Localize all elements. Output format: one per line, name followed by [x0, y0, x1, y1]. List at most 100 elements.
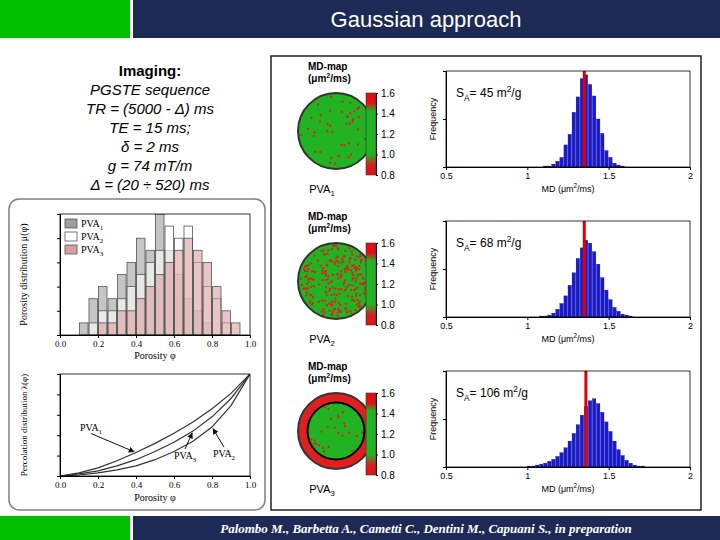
map-speck: [352, 450, 354, 452]
tick-mark: [443, 269, 446, 270]
map-image: [298, 93, 374, 169]
y-axis-title: Porosity distribution μ(φ): [18, 223, 30, 325]
tick: 0.0: [55, 476, 67, 490]
map-speck: [332, 304, 334, 306]
map-speck: [338, 288, 340, 290]
map-speck: [345, 269, 347, 271]
axis: 0.81.01.21.41.6: [376, 388, 395, 481]
bar: [609, 300, 612, 317]
x-axis-title: MD (μm2/ms): [541, 482, 594, 494]
tick: 1.5: [603, 467, 616, 481]
md-histogram: 0.511.52MD (μm2/ms)FrequencySA= 68 m2/g: [428, 221, 693, 344]
color-bar: [366, 243, 376, 325]
bar: [165, 262, 174, 335]
axis: 0.81.01.21.41.6: [376, 88, 395, 181]
map-speck: [321, 270, 323, 272]
text-part: /g: [511, 236, 521, 250]
map-speck: [347, 115, 349, 117]
bar: [540, 464, 543, 467]
tick-label: 2: [688, 471, 693, 481]
tick: 1.0: [376, 449, 395, 460]
map-title: (μm2/ms): [308, 222, 351, 234]
map-speck: [310, 277, 312, 279]
map-speck: [313, 271, 315, 273]
y-axis-title: Frequency: [428, 397, 438, 440]
text-part: = 106 m: [470, 386, 514, 400]
tick-mark: [609, 167, 610, 170]
map-speck: [304, 266, 306, 268]
tick-mark: [376, 434, 378, 435]
map-speck: [351, 251, 353, 253]
map-speck: [345, 303, 347, 305]
axis: 0.81.01.21.41.6: [376, 238, 395, 331]
map-speck: [343, 423, 345, 425]
bar: [601, 278, 604, 317]
tick-mark: [443, 317, 446, 318]
bar: [572, 112, 575, 167]
axis-line: [447, 318, 691, 321]
axis-line: [447, 468, 691, 471]
map-speck: [350, 154, 352, 156]
map-speck: [310, 438, 312, 440]
map-speck: [326, 304, 328, 306]
tick-label: 0.6: [169, 480, 181, 490]
tick: [443, 71, 446, 72]
map-speck: [353, 289, 355, 291]
bars: [80, 214, 241, 335]
map-speck: [337, 273, 339, 275]
map-speck: [318, 444, 320, 446]
map-speck: [356, 255, 358, 257]
tick: [443, 317, 446, 318]
tick-mark: [136, 476, 137, 479]
bar: [89, 323, 98, 335]
bar: [564, 448, 567, 467]
tick-mark: [250, 476, 251, 479]
bar: [156, 250, 165, 335]
bar: [576, 425, 579, 467]
tick-mark: [443, 221, 446, 222]
bar: [156, 214, 165, 335]
tick-label: 1: [525, 471, 530, 481]
map-speck: [325, 292, 327, 294]
map-speck: [356, 304, 358, 306]
tick: 0.6: [169, 476, 181, 490]
tick-mark: [376, 175, 378, 176]
map-speck: [330, 96, 332, 98]
map-speck: [363, 282, 365, 284]
map-speck: [322, 279, 324, 281]
axis: 0.00.20.40.60.81.0: [55, 476, 257, 490]
bar: [552, 313, 555, 317]
bar: [118, 275, 127, 336]
map-speck: [344, 250, 346, 252]
tick-label: 1.0: [381, 449, 395, 460]
map-speck: [338, 417, 340, 419]
tick: 0.2: [93, 476, 104, 490]
tick: 1.2: [376, 129, 395, 140]
text-part: MD (μm: [541, 334, 573, 344]
map-speck: [337, 309, 339, 311]
bar: [609, 157, 612, 167]
tick-mark: [376, 114, 378, 115]
map-speck: [358, 268, 360, 270]
tick-label: 2: [688, 321, 693, 331]
bar: [588, 84, 591, 167]
text-part: 3: [193, 456, 197, 464]
map-speck: [320, 250, 322, 252]
map-speck: [356, 267, 358, 269]
map-speck: [353, 264, 355, 266]
tick: 1.2: [376, 429, 395, 440]
tick: 2: [688, 167, 693, 181]
annotation: SA= 68 m2/g: [456, 234, 521, 252]
map-speck: [315, 443, 317, 445]
tick-label: 1.4: [381, 108, 395, 119]
map-speck: [333, 245, 335, 247]
curve-arrow: [185, 433, 192, 449]
bar: [588, 401, 591, 467]
tick-mark: [57, 335, 60, 336]
tick: 0.5: [440, 167, 453, 181]
map-speck: [322, 447, 324, 449]
tick: 1.0: [245, 476, 257, 490]
axis-line: [377, 94, 379, 176]
map-speck: [344, 308, 346, 310]
map-speck: [359, 304, 361, 306]
